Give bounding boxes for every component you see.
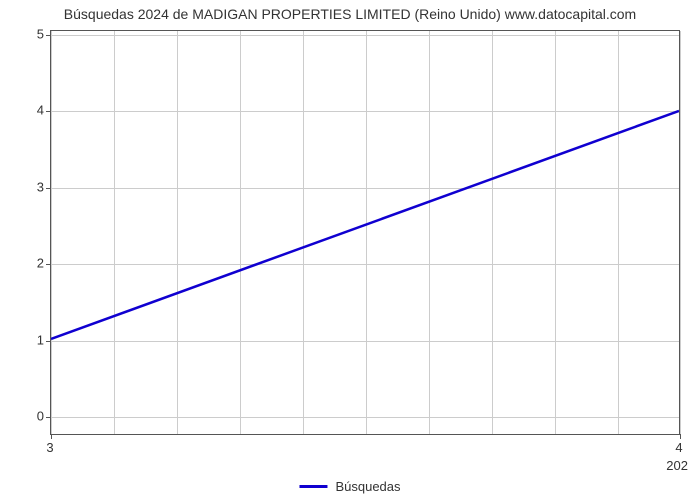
legend-label: Búsquedas <box>335 479 400 494</box>
gridline-x-10 <box>680 31 681 434</box>
legend-line-icon <box>299 485 327 488</box>
y-label-3: 3 <box>4 179 44 194</box>
data-line-svg <box>51 31 679 434</box>
y-label-0: 0 <box>4 408 44 423</box>
y-label-1: 1 <box>4 332 44 347</box>
y-label-2: 2 <box>4 256 44 271</box>
x-label-1: 4 <box>675 440 682 455</box>
x-axis-right-label: 202 <box>666 458 688 473</box>
legend: Búsquedas <box>299 479 400 494</box>
plot-area <box>50 30 680 435</box>
x-label-0: 3 <box>46 440 53 455</box>
y-label-4: 4 <box>4 103 44 118</box>
tick-x-10 <box>680 434 681 439</box>
y-label-5: 5 <box>4 26 44 41</box>
chart-title: Búsquedas 2024 de MADIGAN PROPERTIES LIM… <box>0 0 700 22</box>
chart-container: Búsquedas 2024 de MADIGAN PROPERTIES LIM… <box>0 0 700 500</box>
series-line <box>51 111 679 339</box>
tick-x-0 <box>51 434 52 439</box>
